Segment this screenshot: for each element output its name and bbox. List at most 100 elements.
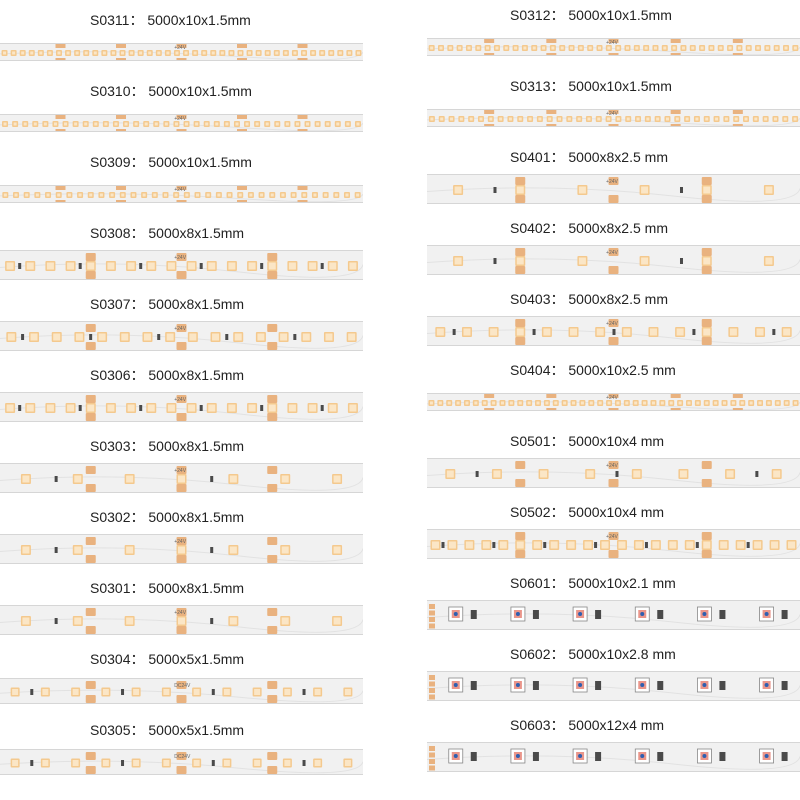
led-chip [577, 45, 584, 51]
separator: ： [550, 504, 569, 520]
led-strip-image [427, 742, 800, 772]
led-chip [37, 50, 44, 56]
led-chip [472, 400, 479, 406]
model-code: S0307 [90, 296, 131, 312]
led-chip [72, 545, 83, 555]
led-chip [677, 400, 684, 406]
led-chip [284, 121, 291, 127]
led-chip [173, 50, 180, 56]
led-chip [540, 45, 547, 51]
led-chip [222, 687, 232, 697]
led-chip [128, 50, 135, 56]
resistor [781, 681, 788, 690]
solder-pad [176, 537, 187, 545]
led-chip [568, 45, 575, 51]
strip-label: S0302： 5000x8x1.5mm [90, 507, 244, 527]
solder-pad [85, 271, 96, 279]
led-chip [757, 400, 764, 406]
separator: ： [550, 575, 569, 591]
led-chip [205, 192, 212, 198]
led-chip [515, 327, 526, 337]
strip-label: S0501： 5000x10x4 mm [510, 431, 664, 451]
solder-pad [608, 39, 619, 43]
polarity-mark: +24V [174, 326, 186, 332]
resistor [54, 547, 58, 553]
led-chip [448, 116, 455, 122]
resistor [612, 329, 616, 335]
rgb-led [634, 748, 650, 764]
led-chip [105, 261, 116, 271]
led-chip [535, 400, 542, 406]
led-chip [255, 50, 262, 56]
led-chip [332, 474, 343, 484]
led-chip [213, 121, 220, 127]
led-chip [664, 116, 671, 122]
trace-line [427, 684, 800, 699]
led-chip [304, 121, 311, 127]
trace-line [0, 193, 363, 202]
solder-pad [515, 550, 526, 558]
led-chip [343, 192, 350, 198]
polarity-mark: +24V [606, 250, 618, 256]
led-chip [307, 261, 318, 271]
led-chip [430, 540, 441, 550]
led-chip [743, 116, 750, 122]
model-code: S0312 [510, 7, 551, 23]
solder-pad [116, 44, 126, 48]
led-chip [206, 403, 217, 413]
led-chip [310, 50, 317, 56]
solder-pad [85, 766, 96, 774]
solder-pad [85, 555, 96, 563]
strip-pcb [0, 115, 363, 131]
led-chip [453, 256, 464, 266]
led-chip [186, 261, 197, 271]
solder-pad [267, 537, 278, 545]
dimension-text: 5000x8x1.5mm [148, 509, 245, 525]
led-strip-svg: +24V [427, 530, 800, 558]
dimension-text: 5000x8x2.5 mm [568, 220, 668, 236]
led-chip [126, 403, 137, 413]
led-chip [549, 540, 560, 550]
rgb-led [572, 677, 588, 693]
strip-label: S0313： 5000x10x1.5mm [510, 76, 672, 96]
led-chip [455, 400, 462, 406]
strip-pcb [427, 39, 800, 55]
resistor [470, 681, 477, 690]
resistor [543, 542, 547, 548]
solder-pad [237, 58, 247, 60]
dimension-text: 5000x10x1.5mm [147, 12, 251, 28]
solder-pad [297, 115, 308, 119]
strip-label: S0310： 5000x10x1.5mm [90, 81, 252, 101]
led-chip [678, 469, 689, 479]
rgb-led [510, 677, 526, 693]
solder-pad [670, 408, 681, 410]
resistor [679, 258, 683, 264]
led-chip [517, 400, 524, 406]
solder-pad [546, 53, 557, 55]
led-chip [319, 50, 326, 56]
led-chip [725, 469, 736, 479]
led-chip [438, 116, 445, 122]
rgb-led [448, 606, 464, 622]
resistor [781, 610, 788, 619]
led-chip [146, 50, 153, 56]
strip-label: S0311： 5000x10x1.5mm [90, 10, 251, 30]
led-chip [344, 121, 351, 127]
led-chip [332, 545, 343, 555]
led-chip [446, 400, 453, 406]
separator: ： [550, 78, 569, 94]
led-chip [247, 403, 258, 413]
led-chip [45, 261, 56, 271]
model-code: S0304 [90, 651, 131, 667]
resistor [30, 689, 34, 695]
led-chip [623, 400, 630, 406]
separator: ： [130, 225, 149, 241]
led-chip [703, 116, 710, 122]
led-chip [631, 469, 642, 479]
led-chip [624, 45, 631, 51]
solder-pad [429, 617, 435, 622]
led-chip [124, 474, 135, 484]
led-chip [488, 327, 499, 337]
led-chip [137, 50, 144, 56]
solder-pad [237, 129, 247, 131]
